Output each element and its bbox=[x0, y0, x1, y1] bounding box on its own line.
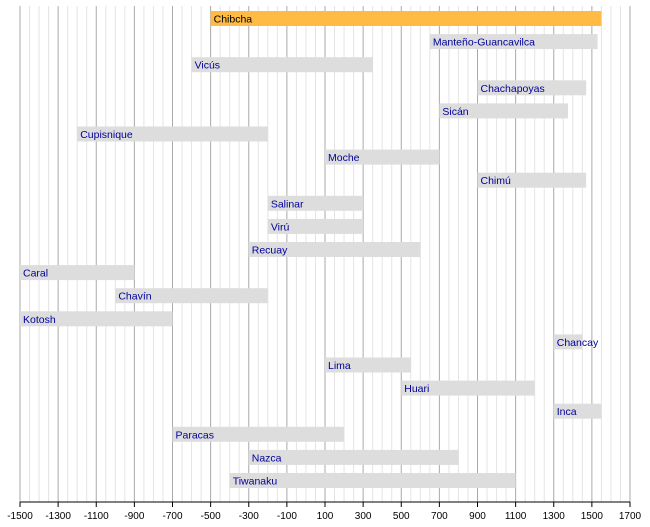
x-tick-label: 1700 bbox=[619, 511, 642, 522]
bar-label: Chibcha bbox=[214, 14, 253, 26]
bar-chibcha bbox=[210, 11, 602, 26]
bar-label: Manteño-Guancavilca bbox=[433, 37, 535, 49]
bar-kotosh bbox=[20, 311, 173, 327]
bar-label: Sicán bbox=[442, 106, 468, 118]
bar-label: Nazca bbox=[252, 452, 282, 464]
bar-label: Salinar bbox=[271, 198, 304, 210]
x-tick-label: -1300 bbox=[45, 511, 71, 522]
x-tick-label: -1100 bbox=[84, 511, 109, 522]
bar-salinar bbox=[267, 195, 364, 211]
bar-paracas bbox=[172, 426, 345, 442]
bar-label: Tiwanaku bbox=[233, 476, 278, 488]
bar-label: Virú bbox=[271, 221, 290, 233]
bar-label: Paracas bbox=[176, 429, 215, 441]
x-axis: -1500 -1300 -1100 -900 -700 -500 -300 -100 100 30… bbox=[7, 501, 642, 522]
bar-tiwanaku bbox=[229, 473, 516, 488]
bar-chav-n bbox=[115, 288, 268, 304]
x-tick-label: -900 bbox=[124, 511, 144, 522]
bar-label: Chachapoyas bbox=[481, 83, 545, 95]
bar-sic-n bbox=[439, 103, 569, 119]
x-tick-label: 700 bbox=[431, 511, 448, 522]
bar-inca bbox=[553, 403, 602, 419]
bar-chim- bbox=[477, 172, 587, 188]
bar-mante-o-guancavilca bbox=[429, 34, 598, 50]
bar-label: Kotosh bbox=[23, 314, 56, 326]
bar-chachapoyas bbox=[477, 80, 587, 96]
bar-huari bbox=[401, 380, 535, 396]
bar-moche bbox=[325, 149, 440, 165]
x-tick-label: -100 bbox=[277, 511, 297, 522]
bar-label: Recuay bbox=[252, 245, 288, 257]
bar-label: Chimú bbox=[481, 175, 512, 187]
bar-vir- bbox=[267, 218, 364, 234]
bar-vic-s bbox=[191, 57, 373, 73]
bar-label: Inca bbox=[557, 406, 577, 418]
x-tick-label: 1300 bbox=[543, 511, 566, 522]
x-tick-label: -1500 bbox=[7, 511, 33, 522]
bar-label: Caral bbox=[23, 268, 48, 280]
bar-label: Moche bbox=[328, 152, 360, 164]
x-tick-label: 1100 bbox=[505, 511, 527, 522]
x-tick-label: 500 bbox=[393, 511, 410, 522]
bar-label: Chavín bbox=[118, 291, 151, 303]
bar-label: Lima bbox=[328, 360, 351, 372]
bar-cupisnique bbox=[77, 126, 268, 142]
x-tick-label: -300 bbox=[239, 511, 259, 522]
bar-label: Vicús bbox=[195, 60, 221, 72]
bar-chancay bbox=[553, 334, 583, 350]
bar-nazca bbox=[248, 449, 459, 465]
bar-caral bbox=[20, 265, 135, 281]
x-tick-label: -500 bbox=[201, 511, 221, 522]
x-tick-label: 900 bbox=[469, 511, 486, 522]
bar-layer: Chibcha Manteño-Guancavilca Vicús Chachapoy… bbox=[20, 11, 602, 488]
x-tick-label: -700 bbox=[162, 511, 182, 522]
bar-label: Huari bbox=[404, 383, 429, 395]
bar-recuay bbox=[248, 242, 421, 257]
x-tick-label: 300 bbox=[355, 511, 372, 522]
bar-lima bbox=[325, 357, 411, 373]
bar-label: Cupisnique bbox=[80, 129, 133, 141]
x-tick-label: 100 bbox=[317, 511, 334, 522]
x-tick-label: 1500 bbox=[581, 511, 604, 522]
bar-label: Chancay bbox=[557, 337, 599, 349]
